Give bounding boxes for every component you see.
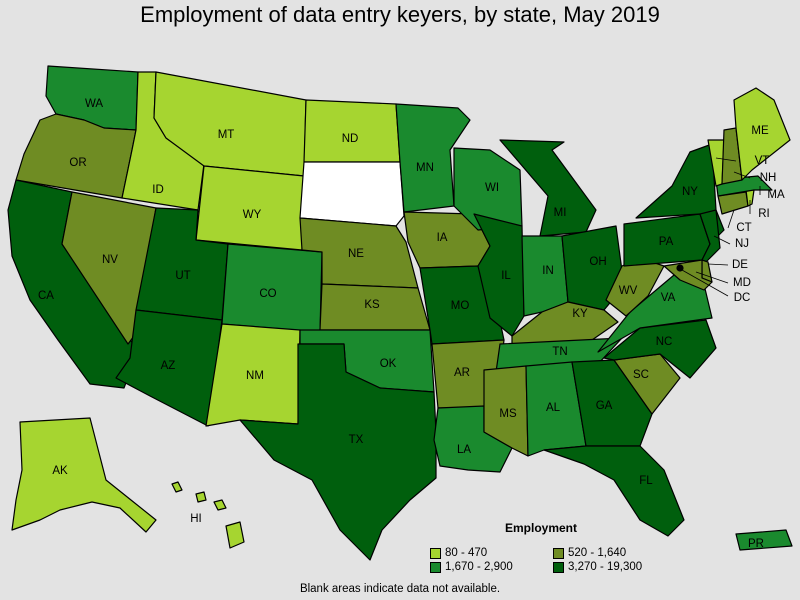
state-fl (543, 445, 685, 537)
state-label-hi: HI (190, 513, 202, 525)
state-label-pr: PR (748, 538, 764, 550)
state-label-wv: WV (619, 285, 638, 297)
state-mn (395, 103, 471, 213)
state-label-va: VA (661, 292, 676, 304)
legend-label: 80 - 470 (445, 547, 488, 559)
state-me (733, 87, 791, 181)
state-label-wi: WI (485, 182, 499, 194)
state-label-mt: MT (218, 129, 235, 141)
leader-line-vt (715, 157, 737, 162)
state-label-in: IN (542, 265, 554, 277)
state-label-co: CO (259, 288, 276, 300)
state-label-oh: OH (589, 256, 606, 268)
state-label-nj: NJ (735, 238, 749, 250)
state-label-me: ME (751, 125, 769, 137)
legend-title: Employment (505, 521, 578, 535)
state-label-ak: AK (52, 465, 68, 477)
footnote: Blank areas indicate data not available. (299, 583, 501, 595)
state-label-ne: NE (348, 248, 364, 260)
state-label-or: OR (69, 157, 86, 169)
state-dc (676, 264, 684, 272)
state-ga (571, 359, 653, 447)
legend-item-bin-2: 520 - 1,640 (553, 547, 626, 559)
state-label-vt: VT (755, 155, 770, 167)
state-label-dc: DC (734, 292, 751, 304)
state-label-sc: SC (633, 369, 649, 381)
state-label-ky: KY (572, 308, 588, 320)
state-label-ca: CA (38, 290, 54, 302)
leader-line-md (695, 271, 729, 284)
state-label-ct: CT (736, 222, 751, 234)
legend-item-bin-4: 3,270 - 19,300 (553, 561, 642, 573)
state-label-id: ID (152, 184, 164, 196)
legend-swatch (430, 547, 441, 559)
state-label-ut: UT (175, 270, 190, 282)
state-label-ok: OK (380, 358, 397, 370)
leader-line-de (707, 263, 729, 266)
state-label-ar: AR (454, 367, 470, 379)
legend-item-bin-1: 80 - 470 (430, 547, 487, 559)
state-label-pa: PA (659, 236, 674, 248)
map-title: Employment of data entry keyers, by stat… (140, 2, 660, 27)
legend-label: 1,670 - 2,900 (445, 561, 513, 573)
legend-item-bin-3: 1,670 - 2,900 (430, 561, 513, 573)
state-label-nh: NH (760, 172, 777, 184)
legend-label: 3,270 - 19,300 (568, 561, 643, 573)
state-label-ia: IA (437, 232, 448, 244)
leader-line-ct (727, 209, 735, 229)
state-label-ny: NY (682, 186, 698, 198)
state-label-mo: MO (451, 300, 470, 312)
state-label-tn: TN (552, 346, 567, 358)
state-mi (499, 139, 597, 237)
state-label-mn: MN (416, 162, 434, 174)
state-md (663, 259, 713, 291)
leader-line-dc (681, 269, 729, 297)
state-tx (239, 343, 437, 561)
legend-swatch (553, 547, 564, 559)
state-label-wy: WY (243, 209, 262, 221)
state-label-nc: NC (656, 336, 673, 348)
state-label-ga: GA (596, 400, 613, 412)
state-hi (171, 481, 245, 549)
state-label-ma: MA (767, 189, 785, 201)
legend-swatch (430, 561, 441, 573)
state-label-al: AL (546, 402, 561, 414)
legend-label: 520 - 1,640 (568, 547, 627, 559)
state-ak (11, 417, 157, 533)
state-label-nm: NM (246, 370, 264, 382)
state-label-wa: WA (85, 98, 103, 110)
state-label-az: AZ (161, 360, 176, 372)
state-sd (299, 161, 405, 227)
state-label-nd: ND (342, 133, 359, 145)
state-wy (195, 165, 305, 251)
leader-line-nj (713, 235, 731, 245)
state-pr (735, 529, 793, 551)
state-label-tx: TX (349, 434, 364, 446)
state-label-md: MD (733, 277, 751, 289)
state-label-la: LA (457, 444, 471, 456)
state-label-ri: RI (758, 208, 770, 220)
state-label-fl: FL (639, 475, 653, 487)
state-ms (483, 365, 529, 457)
state-label-mi: MI (554, 207, 567, 219)
state-nv (61, 191, 157, 345)
state-label-de: DE (732, 259, 748, 271)
state-label-ks: KS (364, 299, 380, 311)
state-label-il: IL (501, 270, 511, 282)
state-label-nv: NV (102, 254, 118, 266)
state-label-ms: MS (499, 408, 517, 420)
leader-line-nh (733, 171, 751, 179)
state-nd (303, 99, 401, 163)
legend-swatch (553, 561, 564, 573)
